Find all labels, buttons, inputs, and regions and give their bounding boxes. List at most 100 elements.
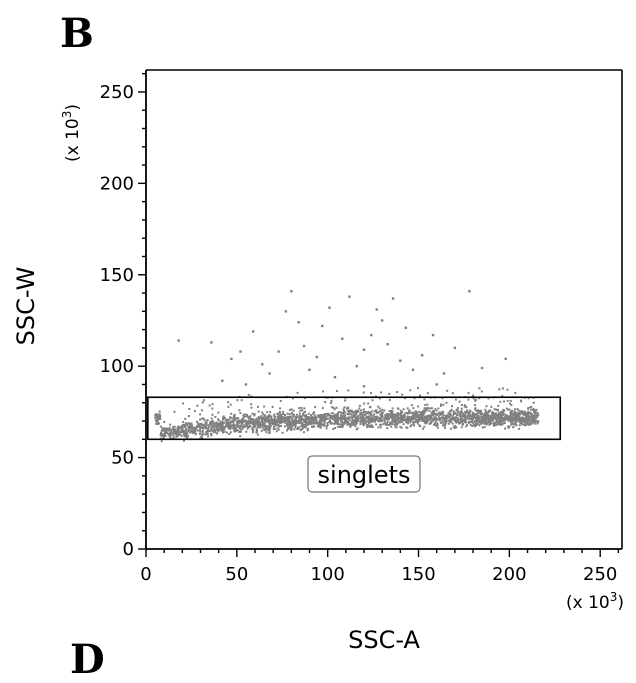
data-point bbox=[329, 402, 332, 405]
data-point bbox=[532, 414, 535, 417]
data-point bbox=[487, 397, 490, 400]
data-point bbox=[201, 429, 204, 432]
outlier-point bbox=[435, 383, 438, 386]
data-point bbox=[443, 422, 446, 425]
data-point bbox=[323, 421, 326, 424]
data-point bbox=[420, 416, 423, 419]
data-point bbox=[368, 417, 371, 420]
data-point bbox=[249, 425, 252, 428]
data-point bbox=[441, 410, 444, 413]
data-point bbox=[273, 413, 276, 416]
data-point bbox=[243, 413, 246, 416]
data-point bbox=[238, 409, 241, 412]
singlets-gate[interactable]: singlets bbox=[147, 396, 562, 493]
data-point bbox=[343, 414, 346, 417]
outlier-point bbox=[308, 368, 311, 372]
data-point bbox=[536, 422, 539, 425]
data-point bbox=[310, 414, 313, 417]
data-point bbox=[367, 411, 370, 414]
data-point bbox=[212, 422, 215, 425]
data-point bbox=[405, 421, 408, 424]
data-point bbox=[381, 408, 384, 411]
figure-panel: B singlets 0 50 100 150 200 250 0 50 100 150 200 25… bbox=[12, 14, 624, 680]
data-point bbox=[335, 417, 338, 420]
data-point bbox=[319, 417, 322, 420]
data-point bbox=[524, 424, 527, 427]
data-point bbox=[427, 419, 430, 422]
data-point bbox=[219, 420, 222, 423]
data-point bbox=[229, 416, 232, 419]
data-point bbox=[230, 421, 233, 424]
data-point bbox=[460, 426, 463, 429]
data-point bbox=[512, 426, 515, 429]
data-point bbox=[196, 429, 199, 432]
data-point bbox=[446, 389, 449, 392]
data-point bbox=[432, 410, 435, 413]
data-point bbox=[397, 420, 400, 423]
data-point bbox=[352, 423, 355, 426]
data-point bbox=[455, 409, 458, 412]
data-point bbox=[409, 425, 412, 428]
data-point bbox=[421, 419, 424, 422]
data-point bbox=[352, 413, 355, 416]
x-tick-label: 50 bbox=[225, 564, 248, 585]
data-point bbox=[423, 409, 426, 412]
data-point bbox=[356, 419, 359, 422]
outlier-point bbox=[290, 290, 293, 293]
data-point bbox=[333, 422, 336, 425]
data-point bbox=[482, 416, 485, 419]
data-point bbox=[266, 427, 269, 430]
data-point bbox=[494, 424, 497, 427]
data-point bbox=[280, 418, 283, 421]
data-point bbox=[473, 404, 476, 407]
data-point bbox=[271, 405, 274, 408]
data-point bbox=[350, 410, 353, 413]
data-point bbox=[370, 412, 373, 415]
data-point bbox=[323, 414, 326, 417]
data-point bbox=[394, 415, 397, 418]
data-point bbox=[529, 408, 532, 411]
data-point bbox=[159, 425, 162, 428]
data-point bbox=[284, 421, 287, 424]
data-point bbox=[529, 415, 532, 418]
data-point bbox=[416, 387, 419, 390]
data-point bbox=[340, 423, 343, 426]
data-point bbox=[530, 405, 533, 408]
data-point bbox=[174, 428, 177, 431]
data-point bbox=[389, 421, 392, 424]
data-point bbox=[408, 416, 411, 419]
data-point bbox=[210, 433, 213, 436]
data-point bbox=[409, 421, 412, 424]
data-point bbox=[510, 404, 513, 407]
data-point bbox=[479, 410, 482, 413]
data-point bbox=[418, 416, 421, 419]
data-point bbox=[325, 427, 328, 430]
data-point bbox=[418, 410, 421, 413]
data-point bbox=[294, 426, 297, 429]
data-point bbox=[439, 412, 442, 415]
data-point bbox=[164, 434, 167, 437]
data-point bbox=[368, 424, 371, 427]
outlier-point bbox=[375, 308, 378, 311]
data-point bbox=[454, 420, 457, 423]
data-point bbox=[495, 412, 498, 415]
data-point bbox=[217, 423, 220, 426]
data-point bbox=[309, 419, 312, 422]
data-point bbox=[287, 417, 290, 420]
data-point bbox=[294, 418, 297, 421]
data-point bbox=[290, 416, 293, 419]
data-point bbox=[352, 411, 355, 414]
data-point bbox=[239, 435, 242, 438]
data-point bbox=[224, 425, 227, 428]
outlier-point bbox=[355, 364, 358, 368]
outlier-point bbox=[370, 333, 373, 337]
data-point bbox=[210, 417, 213, 420]
data-point bbox=[449, 413, 452, 416]
data-point bbox=[290, 429, 293, 432]
data-point bbox=[527, 410, 530, 413]
data-point bbox=[373, 415, 376, 418]
data-point bbox=[204, 433, 207, 436]
data-point bbox=[275, 418, 278, 421]
data-point bbox=[458, 400, 461, 403]
data-point bbox=[473, 408, 476, 411]
